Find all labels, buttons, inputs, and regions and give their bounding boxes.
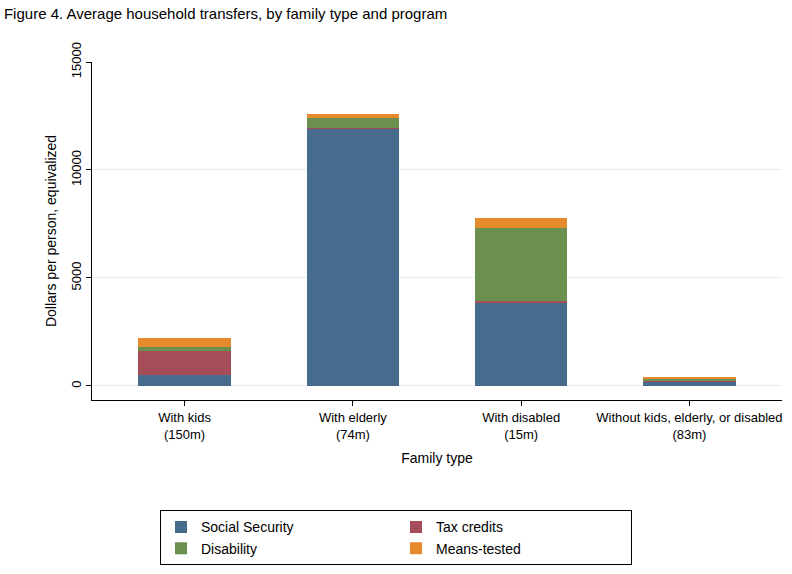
svg-text:15000: 15000: [69, 42, 84, 78]
svg-text:Without kids, elderly, or disa: Without kids, elderly, or disabled(83m): [596, 410, 782, 442]
svg-text:5000: 5000: [69, 262, 84, 291]
svg-text:Disability: Disability: [201, 541, 257, 557]
svg-text:Tax credits: Tax credits: [436, 519, 503, 535]
svg-text:Family type: Family type: [401, 450, 473, 466]
svg-text:With disabled(15m): With disabled(15m): [482, 410, 560, 442]
svg-text:Dollars per person, equivalize: Dollars per person, equivalized: [43, 135, 59, 327]
svg-text:10000: 10000: [69, 150, 84, 186]
svg-text:With kids(150m): With kids(150m): [158, 410, 211, 442]
svg-text:With elderly(74m): With elderly(74m): [319, 410, 387, 442]
svg-text:Means-tested: Means-tested: [436, 541, 521, 557]
svg-text:0: 0: [69, 380, 84, 387]
svg-text:Figure 4. Average household tr: Figure 4. Average household transfers, b…: [4, 5, 447, 22]
svg-text:Social Security: Social Security: [201, 519, 294, 535]
